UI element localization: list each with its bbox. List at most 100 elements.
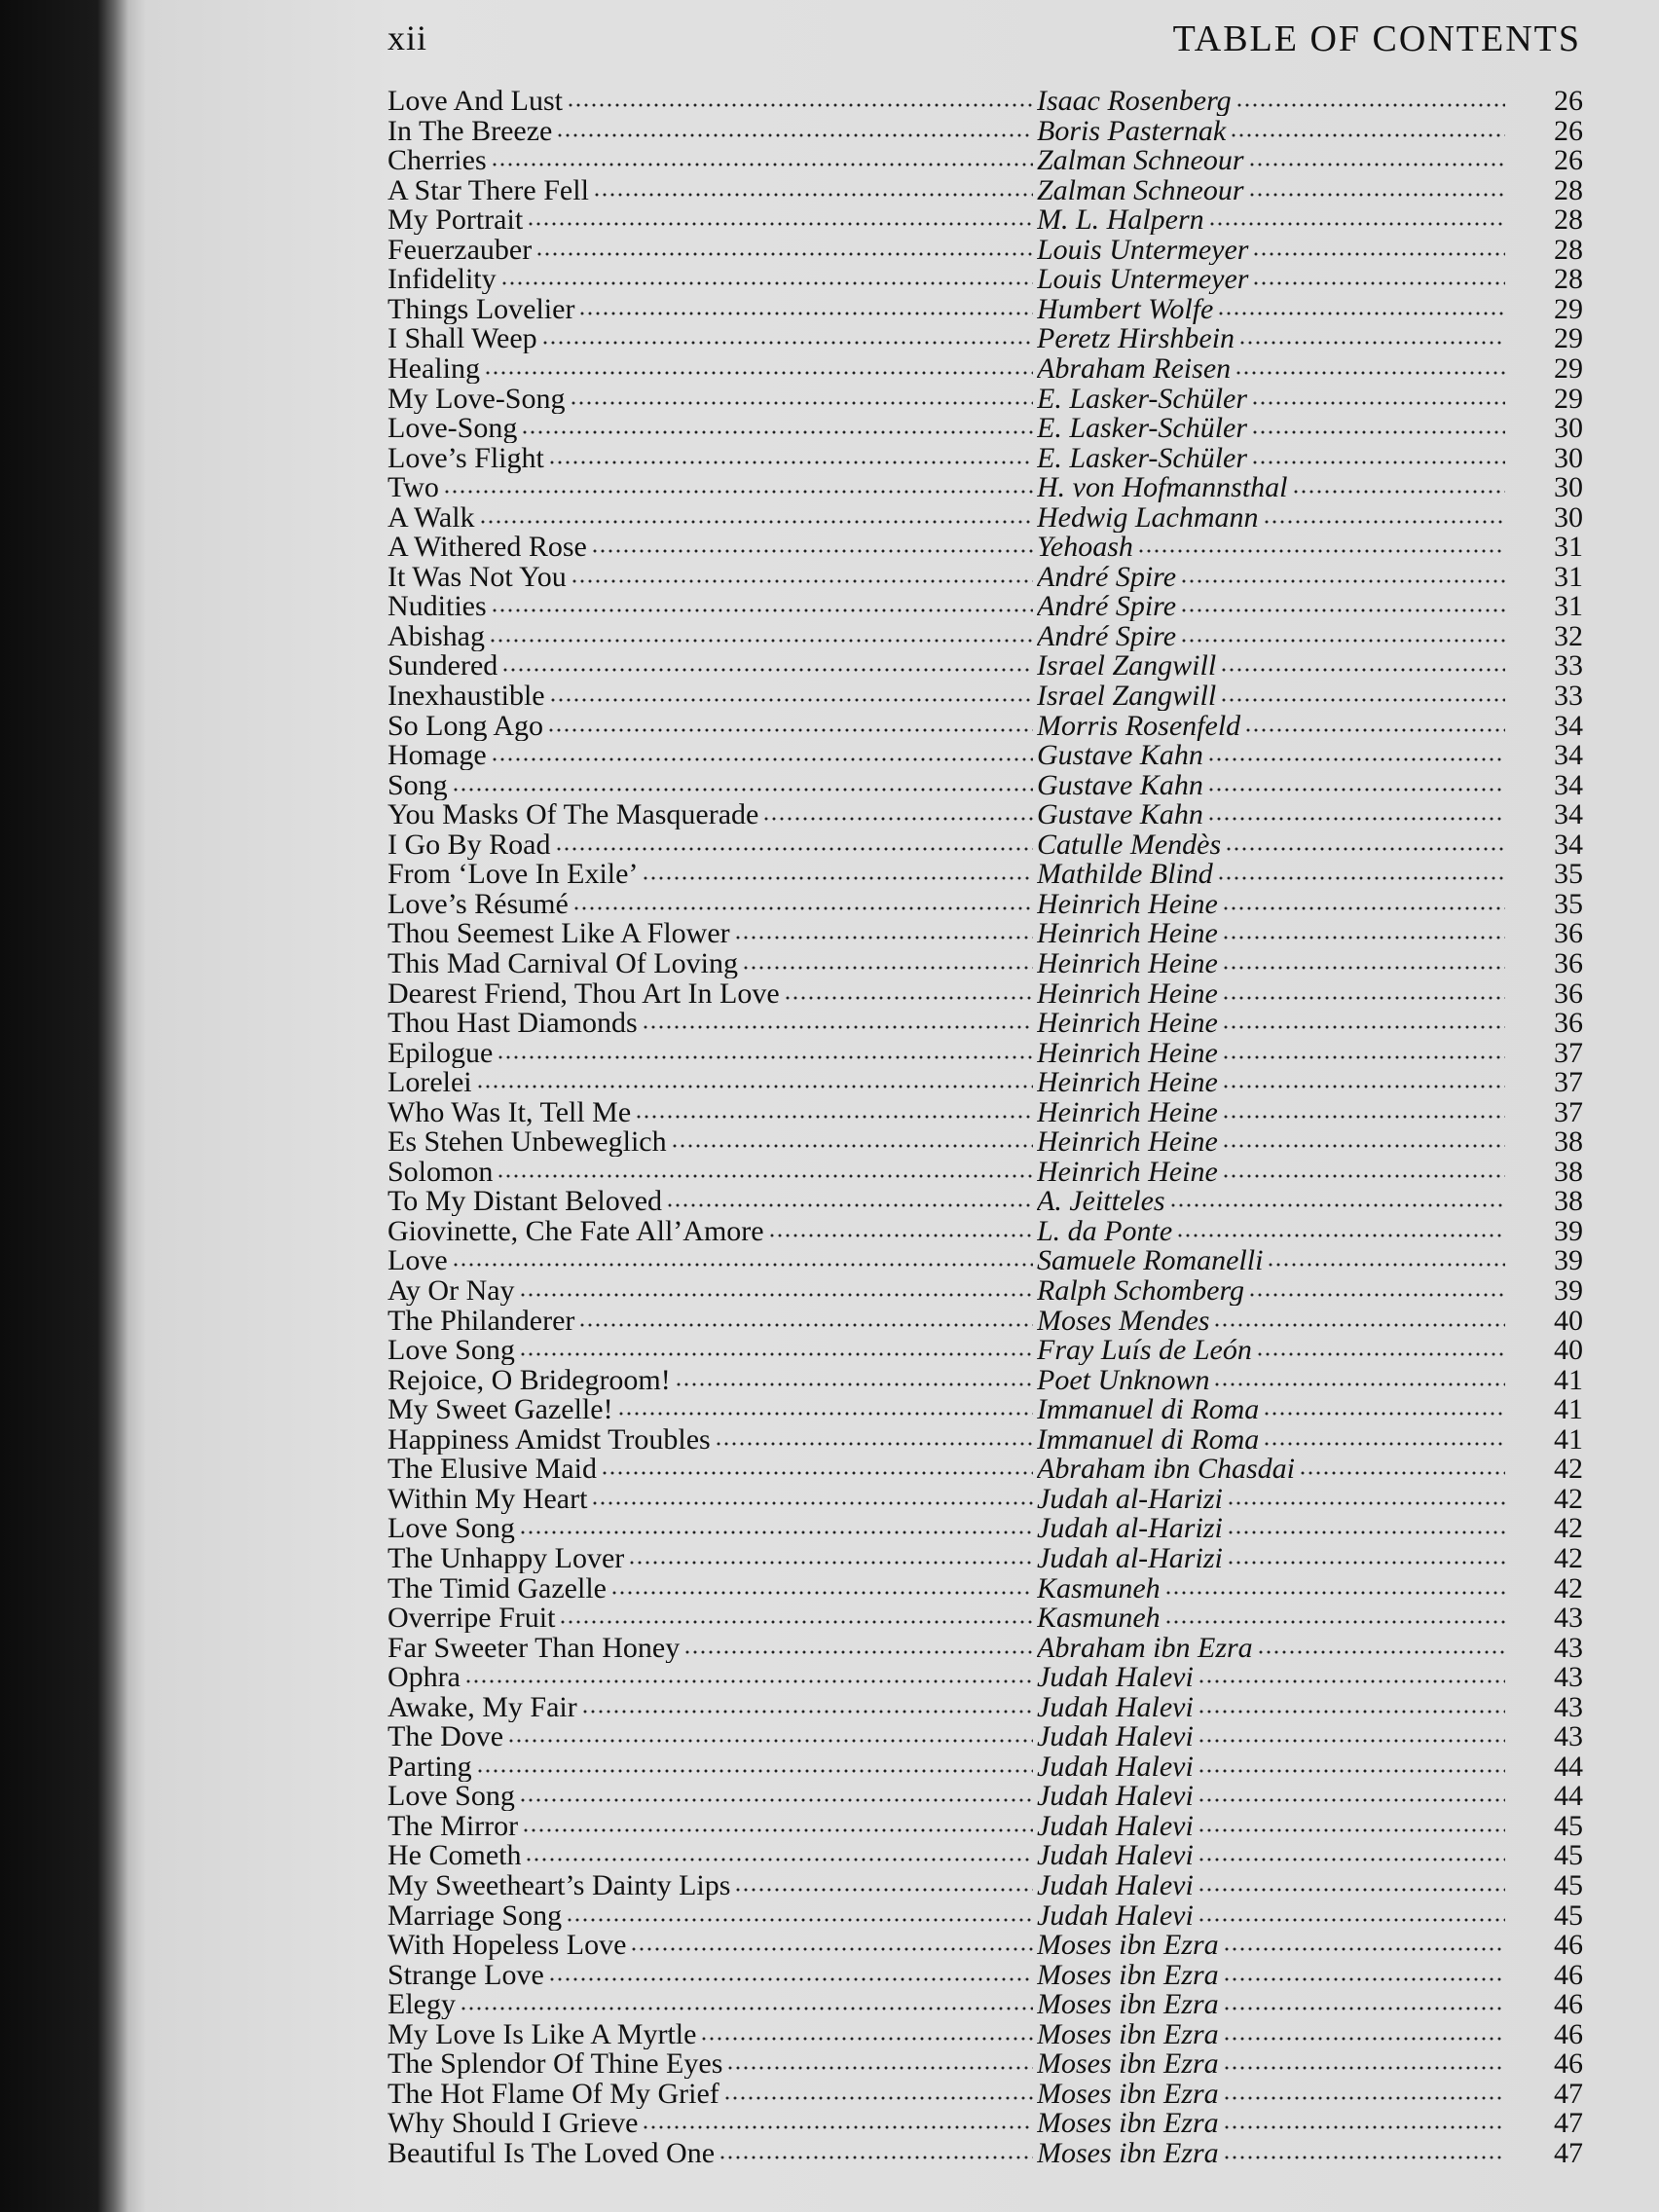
title-cell: Love’s Flight	[387, 443, 1037, 473]
entry-page: 42	[1554, 1483, 1583, 1514]
page-cell: 31	[1509, 591, 1583, 621]
entry-page: 39	[1554, 1245, 1583, 1276]
entry-author: Moses ibn Ezra	[1037, 2048, 1219, 2080]
title-cell: Why Should I Grieve	[387, 2108, 1037, 2138]
page-cell: 35	[1509, 889, 1583, 919]
entry-title: You Masks Of The Masquerade	[387, 799, 759, 830]
entry-page: 34	[1554, 769, 1583, 800]
author-cell: Samuele Romanelli	[1037, 1245, 1509, 1275]
entry-title: My Portrait	[387, 204, 524, 236]
dot-leader	[1221, 1171, 1505, 1180]
dot-leader	[1299, 1469, 1505, 1478]
toc-entry: Lorelei Heinrich Heine 37	[387, 1067, 1583, 1097]
entry-title: My Love Is Like A Myrtle	[387, 2018, 697, 2049]
toc-entry: Inexhaustible Israel Zangwill 33	[387, 681, 1583, 711]
page-cell: 45	[1509, 1870, 1583, 1900]
entry-title: Elegy	[387, 1989, 456, 2020]
entry-author: Isaac Rosenberg	[1037, 86, 1232, 116]
dot-leader	[1197, 1677, 1505, 1686]
page-cell: 29	[1509, 323, 1583, 353]
entry-title: The Mirror	[387, 1810, 519, 1841]
dot-leader	[518, 1350, 1033, 1359]
page-cell: 30	[1509, 502, 1583, 533]
dot-leader	[518, 1291, 1033, 1299]
entry-title: Why Should I Grieve	[387, 2108, 639, 2139]
page-cell: 30	[1509, 443, 1583, 473]
dot-leader	[1197, 1766, 1505, 1775]
dot-leader	[1222, 2123, 1505, 2132]
title-cell: Giovinette, Che Fate All’Amore	[387, 1216, 1037, 1246]
page-cell: 34	[1509, 711, 1583, 741]
entry-author: Heinrich Heine	[1037, 947, 1218, 978]
entry-page: 43	[1554, 1603, 1583, 1634]
page-cell: 46	[1509, 1960, 1583, 1990]
author-cell: Heinrich Heine	[1037, 918, 1509, 948]
dot-leader	[548, 696, 1033, 704]
entry-author: Israel Zangwill	[1037, 681, 1217, 711]
author-cell: Judah Halevi	[1037, 1900, 1509, 1931]
page-cell: 46	[1509, 2048, 1583, 2079]
page-cell: 42	[1509, 1454, 1583, 1484]
entry-page: 28	[1554, 264, 1583, 295]
entry-author: Kasmuneh	[1037, 1603, 1161, 1634]
entry-page: 38	[1554, 1156, 1583, 1187]
author-cell: Immanuel di Roma	[1037, 1394, 1509, 1424]
entry-title: Solomon	[387, 1156, 494, 1187]
entry-author: Heinrich Heine	[1037, 1156, 1218, 1187]
title-cell: I Shall Weep	[387, 323, 1037, 353]
title-cell: Healing	[387, 353, 1037, 384]
entry-page: 31	[1554, 591, 1583, 622]
entry-title: Infidelity	[387, 264, 497, 295]
toc-entry: My Portrait M. L. Halpern 28	[387, 204, 1583, 235]
title-cell: Love-Song	[387, 413, 1037, 443]
toc-entry: Infidelity Louis Untermeyer 28	[387, 264, 1583, 294]
page-cell: 47	[1509, 2138, 1583, 2168]
author-cell: Judah al-Harizi	[1037, 1513, 1509, 1543]
entry-title: Love And Lust	[387, 86, 563, 116]
author-cell: Catulle Mendès	[1037, 830, 1509, 860]
entry-title: Ay Or Nay	[387, 1275, 515, 1306]
entry-page: 36	[1554, 918, 1583, 949]
entry-page: 37	[1554, 1067, 1583, 1098]
author-cell: Heinrich Heine	[1037, 1157, 1509, 1187]
toc-entry: Two H. von Hofmannsthal 30	[387, 472, 1583, 502]
page-cell: 45	[1509, 1811, 1583, 1841]
page-cell: 34	[1509, 770, 1583, 800]
entry-page: 45	[1554, 1810, 1583, 1841]
page-cell: 45	[1509, 1840, 1583, 1870]
entry-title: Love	[387, 1245, 448, 1276]
entry-author: Moses ibn Ezra	[1037, 2078, 1219, 2109]
title-cell: Love Song	[387, 1513, 1037, 1543]
dot-leader	[1197, 1707, 1505, 1715]
title-cell: You Masks Of The Masquerade	[387, 799, 1037, 830]
page-cell: 46	[1509, 2019, 1583, 2049]
entry-title: Homage	[387, 740, 487, 771]
dot-leader	[1267, 1261, 1505, 1270]
entry-author: Judah al-Harizi	[1037, 1483, 1223, 1514]
dot-leader	[1221, 1142, 1505, 1151]
toc-entry: Rejoice, O Bridegroom! Poet Unknown 41	[387, 1365, 1583, 1395]
entry-page: 26	[1554, 145, 1583, 176]
entry-page: 30	[1554, 501, 1583, 533]
entry-author: Heinrich Heine	[1037, 977, 1218, 1009]
entry-title: In The Breeze	[387, 115, 553, 146]
dot-leader	[1197, 1915, 1505, 1924]
author-cell: Moses ibn Ezra	[1037, 1960, 1509, 1990]
title-cell: The Elusive Maid	[387, 1454, 1037, 1484]
entry-title: The Splendor Of Thine Eyes	[387, 2048, 723, 2080]
title-cell: Solomon	[387, 1157, 1037, 1187]
page-cell: 37	[1509, 1038, 1583, 1068]
author-cell: L. da Ponte	[1037, 1216, 1509, 1246]
dot-leader	[1230, 130, 1505, 139]
page-cell: 36	[1509, 948, 1583, 978]
entry-title: A Withered Rose	[387, 532, 587, 563]
toc-entry: Love And Lust Isaac Rosenberg 26	[387, 86, 1583, 116]
toc-entry: Healing Abraham Reisen 29	[387, 353, 1583, 384]
dot-leader	[1226, 1529, 1505, 1537]
entry-title: Ophra	[387, 1662, 461, 1693]
entry-page: 33	[1554, 681, 1583, 711]
dot-leader	[1251, 398, 1505, 407]
dot-leader	[570, 576, 1033, 585]
dot-leader	[1197, 1825, 1505, 1834]
author-cell: Boris Pasternak	[1037, 116, 1509, 146]
